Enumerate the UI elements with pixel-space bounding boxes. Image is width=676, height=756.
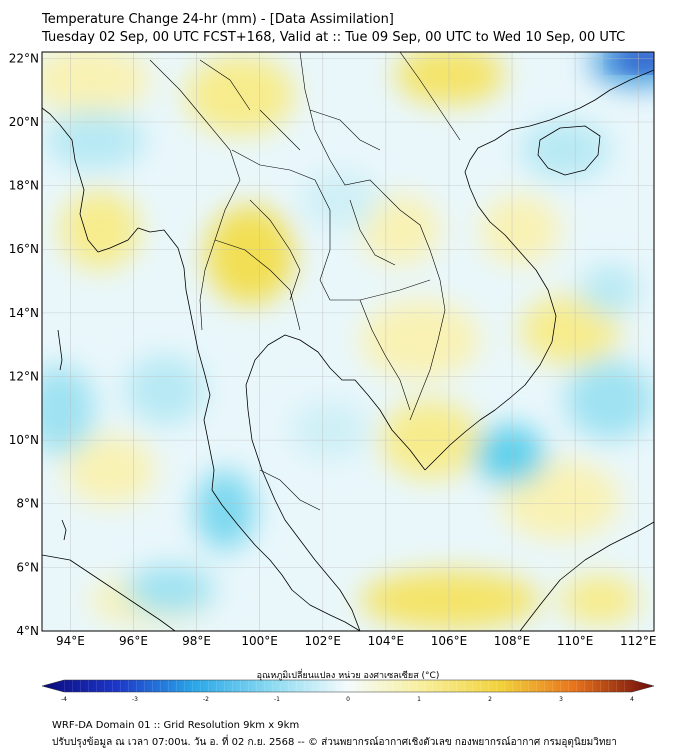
colorbar-tick-label: 0 [346,696,350,703]
latitude-tick-label: 6°N [16,560,39,574]
latitude-tick-label: 20°N [9,115,39,129]
colorbar-tick-label: -4 [61,696,67,703]
latitude-tick-label: 12°N [9,369,39,383]
update-credit: ปรับปรุงข้อมูล ณ เวลา 07:00น. วัน อ. ที่… [52,737,617,748]
latitude-tick-label: 4°N [16,624,39,638]
longitude-tick-label: 94°E [56,634,85,648]
longitude-tick-label: 98°E [182,634,211,648]
colorbar-tick-label: -3 [132,696,138,703]
longitude-tick-label: 104°E [368,634,405,648]
country-borders [149,52,461,511]
colorbar-tick-label: -2 [203,696,209,703]
longitude-tick-label: 106°E [431,634,468,648]
latitude-tick-label: 18°N [9,179,39,193]
latitude-labels: 22°N 20°N 18°N 16°N 14°N 12°N 10°N 8°N 6°N 4°N [9,51,39,638]
model-info: WRF-DA Domain 01 :: Grid Resolution 9km … [52,720,300,731]
temperature-field [42,52,654,631]
colorbar-tick-label: 2 [488,696,492,703]
latitude-tick-label: 16°N [9,242,39,256]
colorbar-tick-label: 1 [417,696,421,703]
latitude-tick-label: 22°N [9,51,39,65]
longitude-tick-label: 112°E [620,634,657,648]
map-title: Temperature Change 24-hr (mm) - [Data As… [42,12,394,27]
map-frame [41,51,655,632]
longitude-tick-label: 96°E [119,634,148,648]
colorbar-tick-label: -1 [274,696,280,703]
map-subtitle: Tuesday 02 Sep, 00 UTC FCST+168, Valid a… [42,30,626,45]
colorbar-tick-label: 4 [630,696,634,703]
longitude-labels: 94°E 96°E 98°E 100°E 102°E 104°E 106°E 108°E 110… [56,634,657,648]
longitude-tick-label: 108°E [494,634,531,648]
latitude-tick-label: 8°N [16,497,39,511]
colorbar-tick-label: 3 [559,696,563,703]
latitude-tick-label: 10°N [9,433,39,447]
colorbar-ticks: -4 -3 -2 -1 0 1 2 3 4 [61,696,634,703]
longitude-tick-label: 102°E [305,634,342,648]
coastlines [42,69,654,631]
longitude-tick-label: 100°E [241,634,278,648]
latitude-tick-label: 14°N [9,306,39,320]
longitude-tick-label: 110°E [557,634,594,648]
gridlines [42,52,654,631]
colorbar-label: อุณหภูมิเปลี่ยนแปลง หน่วย องศาเซลเซียส (… [256,671,440,681]
colorbar: -4 -3 -2 -1 0 1 2 3 4 [41,679,655,703]
